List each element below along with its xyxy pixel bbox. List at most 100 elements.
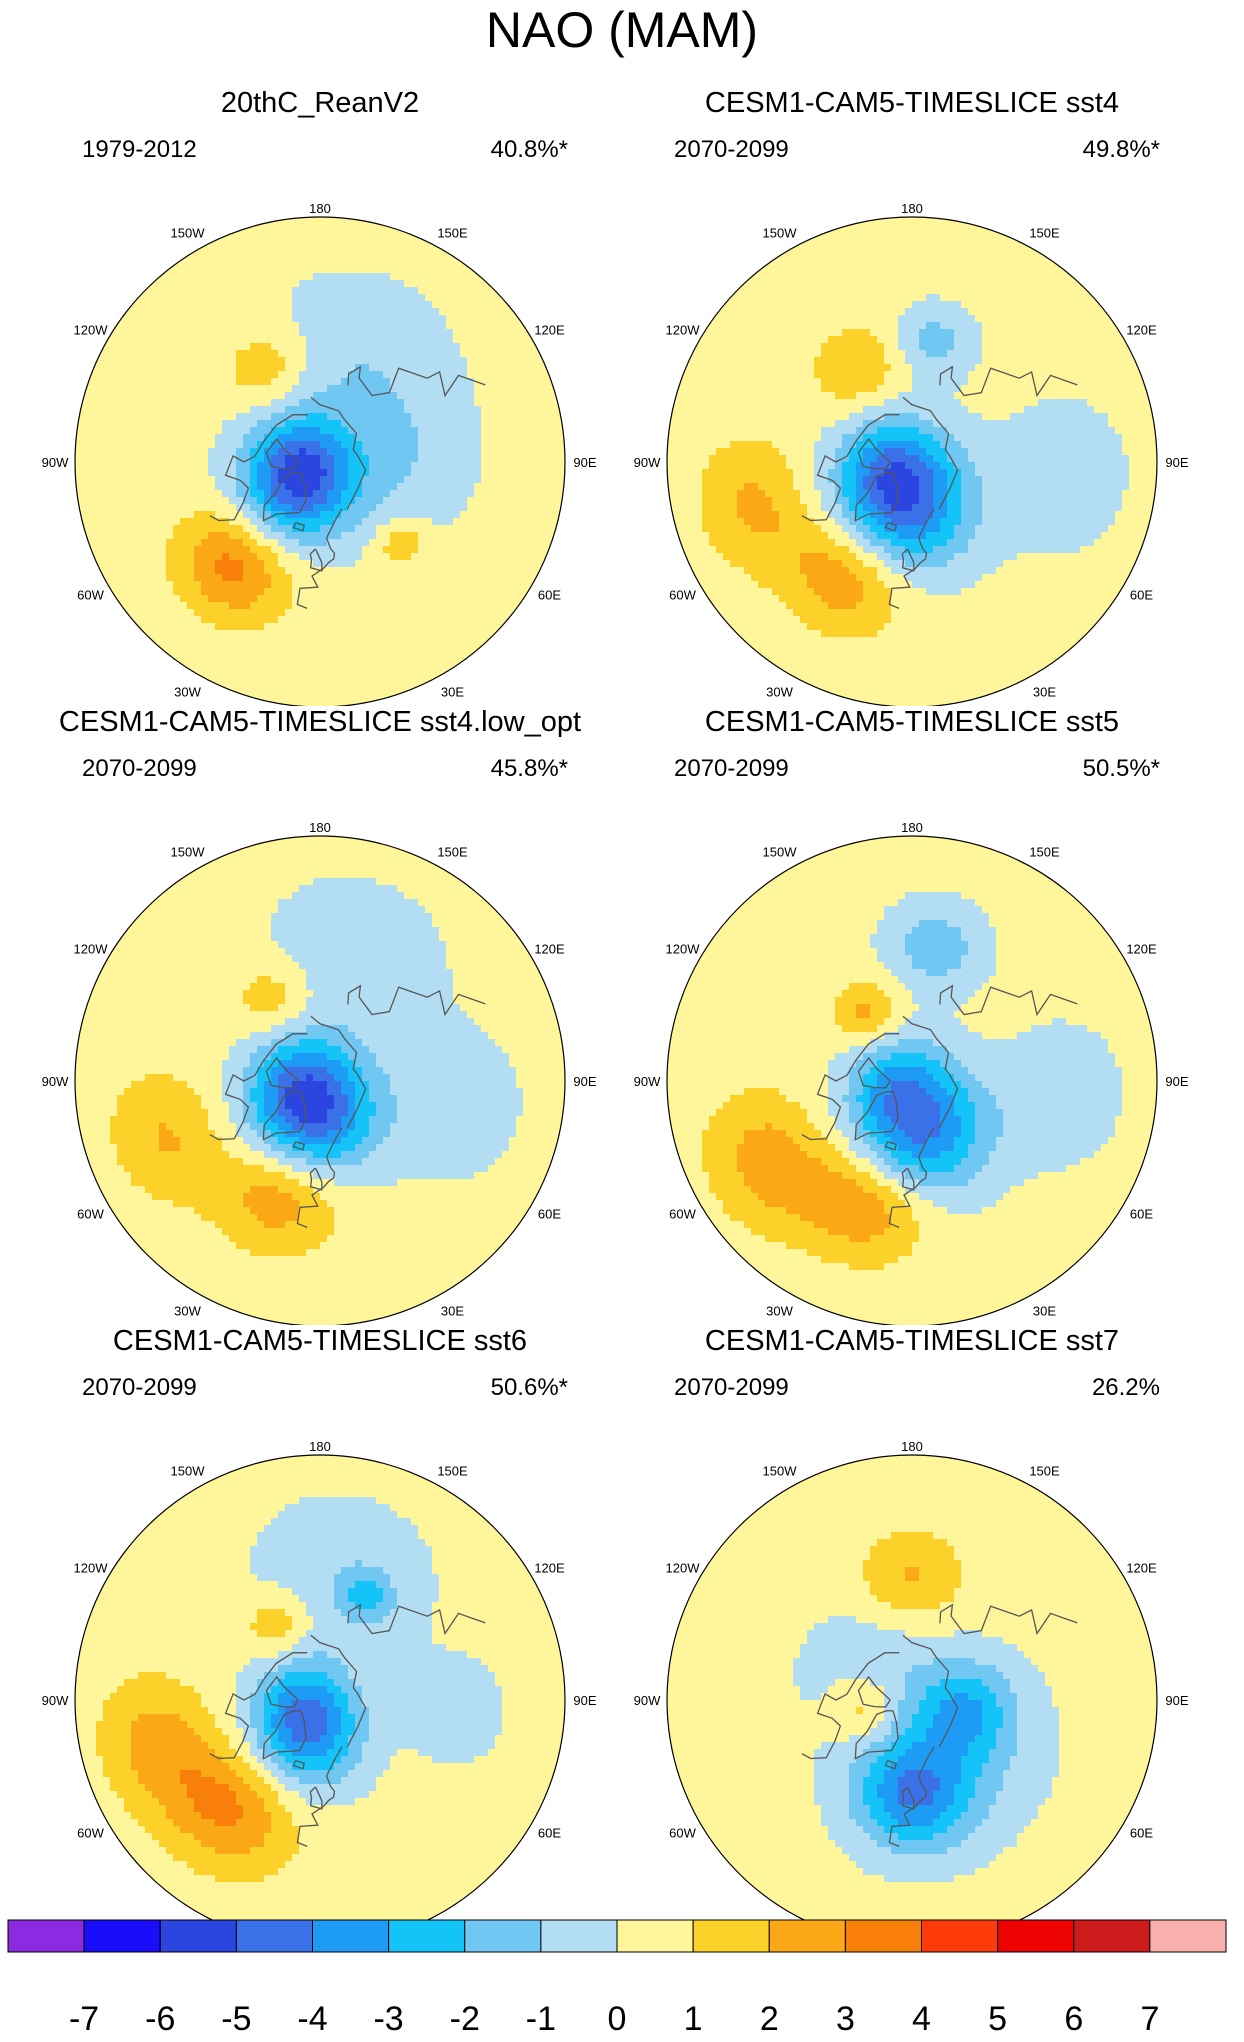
field-cell <box>250 497 258 505</box>
field-cell <box>502 560 510 568</box>
field-cell <box>488 539 496 547</box>
field-cell <box>292 546 300 554</box>
field-cell <box>243 343 251 351</box>
field-cell <box>418 504 426 512</box>
field-cell <box>334 231 342 239</box>
field-cell <box>103 560 111 568</box>
field-cell <box>912 245 920 253</box>
field-cell <box>488 560 496 568</box>
field-cell <box>257 245 265 253</box>
field-cell <box>320 343 328 351</box>
field-cell <box>341 350 349 358</box>
field-cell <box>222 630 230 638</box>
field-cell <box>383 623 391 631</box>
field-cell <box>138 294 146 302</box>
field-cell <box>278 511 286 519</box>
field-cell <box>271 497 279 505</box>
field-cell <box>453 616 461 624</box>
field-cell <box>411 469 419 477</box>
field-cell <box>355 371 363 379</box>
field-cell <box>863 294 871 302</box>
field-cell <box>523 560 531 568</box>
field-cell <box>870 231 878 239</box>
field-cell <box>961 308 969 316</box>
field-cell <box>411 322 419 330</box>
field-cell <box>236 644 244 652</box>
field-cell <box>425 553 433 561</box>
field-cell <box>264 441 272 449</box>
field-cell <box>306 588 314 596</box>
field-cell <box>306 455 314 463</box>
field-cell <box>278 259 286 267</box>
field-cell <box>1031 336 1039 344</box>
field-cell <box>1010 308 1018 316</box>
field-cell <box>131 427 139 435</box>
field-cell <box>264 665 272 673</box>
field-cell <box>243 266 251 274</box>
field-cell <box>989 322 997 330</box>
field-cell <box>320 224 328 232</box>
field-cell <box>194 539 202 547</box>
field-cell <box>257 539 265 547</box>
field-cell <box>278 287 286 295</box>
field-cell <box>502 497 510 505</box>
field-cell <box>947 336 955 344</box>
field-cell <box>446 294 454 302</box>
field-cell <box>919 259 927 267</box>
field-cell <box>481 399 489 407</box>
field-cell <box>327 231 335 239</box>
field-cell <box>369 448 377 456</box>
field-cell <box>271 686 279 694</box>
field-cell <box>954 287 962 295</box>
field-cell <box>446 476 454 484</box>
field-cell <box>467 364 475 372</box>
field-cell <box>222 525 230 533</box>
field-cell <box>509 483 517 491</box>
field-cell <box>849 259 857 267</box>
field-cell <box>327 322 335 330</box>
field-cell <box>1017 308 1025 316</box>
field-cell <box>849 350 857 358</box>
field-cell <box>418 595 426 603</box>
field-cell <box>257 252 265 260</box>
field-cell <box>481 539 489 547</box>
field-cell <box>341 539 349 547</box>
field-cell <box>320 581 328 589</box>
field-cell <box>411 434 419 442</box>
field-cell <box>856 238 864 246</box>
field-cell <box>1101 329 1109 337</box>
field-cell <box>530 546 538 554</box>
field-cell <box>835 329 843 337</box>
field-cell <box>467 357 475 365</box>
field-cell <box>460 546 468 554</box>
field-cell <box>229 350 237 358</box>
field-cell <box>271 546 279 554</box>
field-cell <box>404 679 412 687</box>
field-cell <box>355 392 363 400</box>
field-cell <box>187 448 195 456</box>
field-cell <box>467 574 475 582</box>
field-cell <box>926 217 934 225</box>
field-cell <box>369 693 377 701</box>
field-cell <box>229 371 237 379</box>
field-cell <box>285 434 293 442</box>
field-cell <box>222 518 230 526</box>
field-cell <box>306 392 314 400</box>
field-cell <box>229 420 237 428</box>
field-cell <box>341 546 349 554</box>
field-cell <box>194 434 202 442</box>
field-cell <box>327 567 335 575</box>
field-cell <box>229 434 237 442</box>
field-cell <box>257 420 265 428</box>
field-cell <box>467 336 475 344</box>
field-cell <box>474 602 482 610</box>
field-cell <box>947 273 955 281</box>
field-cell <box>432 413 440 421</box>
field-cell <box>1010 287 1018 295</box>
field-cell <box>299 259 307 267</box>
field-cell <box>103 357 111 365</box>
field-cell <box>173 462 181 470</box>
field-cell <box>947 322 955 330</box>
field-cell <box>306 490 314 498</box>
field-cell <box>152 441 160 449</box>
